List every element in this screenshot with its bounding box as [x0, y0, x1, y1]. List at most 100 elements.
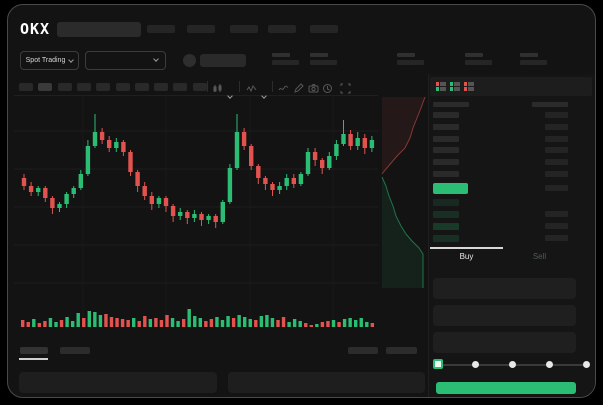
timeframe-button-10[interactable] [192, 83, 207, 91]
bid-amount-bar [545, 235, 568, 241]
candle-body [170, 206, 176, 216]
bid-price-bar [433, 235, 459, 242]
candle-body [28, 186, 34, 192]
candle-body [50, 198, 55, 208]
active-tab-indicator [430, 247, 503, 249]
timeframe-button-7[interactable] [134, 83, 149, 91]
ask-price-bar [433, 112, 459, 118]
market-type-dropdown[interactable]: Spot Trading [20, 51, 79, 70]
candle-body [121, 142, 126, 152]
pair-selector-dropdown[interactable] [85, 51, 166, 70]
volume-bar [120, 319, 125, 327]
slider-handle[interactable] [433, 359, 443, 369]
camera-icon[interactable] [308, 81, 320, 93]
chevron-down-icon [153, 56, 159, 62]
volume-bar [331, 320, 336, 327]
buy-button[interactable] [436, 382, 576, 394]
stat-3-label [397, 53, 415, 57]
timeframe-button-2[interactable] [38, 83, 53, 91]
bottom-panel-right[interactable] [228, 372, 425, 393]
stat-2-label [310, 53, 328, 57]
candle-body [99, 132, 105, 140]
timeframe-button-9[interactable] [173, 83, 188, 91]
candle-body [43, 188, 48, 198]
tab-buy[interactable]: Buy [459, 252, 474, 261]
amount-input[interactable] [433, 305, 576, 326]
clock-icon[interactable] [322, 81, 334, 93]
volume-bar [165, 315, 169, 327]
timeframe-button-5[interactable] [96, 83, 111, 91]
fullscreen-icon[interactable] [340, 81, 352, 94]
orderbook-combined-icon[interactable] [436, 81, 447, 92]
ask-amount-bar [545, 171, 568, 177]
timeframe-button-6[interactable] [115, 83, 130, 91]
timeframe-button-4[interactable] [76, 83, 91, 91]
volume-bar [254, 320, 258, 327]
volume-bar [259, 316, 264, 327]
total-input[interactable] [433, 332, 576, 353]
volume-bar [287, 322, 291, 327]
orderbook-asks-icon[interactable] [464, 81, 475, 92]
volume-bar [365, 322, 369, 327]
bottom-tab-1[interactable] [20, 347, 48, 354]
candle-body [156, 198, 162, 204]
nav-item-4[interactable] [268, 25, 296, 33]
tab-sell[interactable]: Sell [532, 252, 547, 261]
depth-chart[interactable] [378, 96, 430, 292]
stat-2-value [310, 60, 337, 65]
app-window: OKX Spot Trading [7, 4, 596, 398]
pencil-icon[interactable] [293, 81, 305, 93]
bottom-active-tab-indicator [19, 358, 48, 360]
orderbook-amount-header [532, 102, 568, 107]
candle-body [114, 142, 119, 148]
slider-step-dot[interactable] [582, 361, 590, 368]
coin-avatar [183, 54, 196, 67]
volume-bar [326, 321, 330, 327]
price-input[interactable] [433, 278, 576, 299]
pair-action-button[interactable] [200, 54, 246, 67]
volume-bar [270, 318, 275, 327]
timeframe-button-1[interactable] [19, 83, 33, 91]
timeframe-button-8[interactable] [154, 83, 169, 91]
candle-body [199, 214, 204, 220]
orderbook-bids-icon[interactable] [450, 81, 461, 92]
volume-bar [170, 318, 175, 327]
nav-item-3[interactable] [230, 25, 258, 33]
nav-item-5[interactable] [310, 25, 338, 33]
last-price-bar[interactable] [433, 183, 468, 194]
volume-bar [276, 320, 280, 327]
ask-price-bar [433, 123, 459, 130]
bottom-tab-2[interactable] [60, 347, 90, 354]
stat-1-label [272, 53, 290, 57]
candle-body [298, 174, 304, 184]
nav-item-2[interactable] [187, 25, 215, 33]
volume-bar [21, 320, 25, 327]
volume-bar [231, 318, 236, 327]
volume-bar [154, 318, 158, 327]
volume-bar [265, 315, 269, 327]
volume-bar [198, 318, 202, 327]
volume-bar [70, 321, 75, 327]
nav-item-1[interactable] [147, 25, 175, 33]
volume-bar [370, 323, 375, 327]
okx-logo[interactable]: OKX [20, 20, 51, 38]
slider-step-dot[interactable] [471, 361, 479, 368]
candle-body [312, 152, 318, 160]
candle-body [327, 156, 332, 168]
candle-body [163, 198, 169, 206]
volume-bar [43, 321, 47, 327]
bottom-panel-left[interactable] [19, 372, 217, 393]
line-draw-icon[interactable] [278, 81, 290, 92]
candle-body [85, 146, 91, 174]
slider-step-dot[interactable] [545, 361, 553, 368]
bottom-tab-3[interactable] [348, 347, 378, 354]
slider-step-dot[interactable] [508, 361, 516, 368]
volume-bar [187, 309, 191, 327]
candlestick-chart[interactable] [14, 96, 378, 340]
candle-body [234, 132, 240, 168]
timeframe-button-3[interactable] [57, 83, 72, 91]
indicators-icon[interactable] [246, 81, 258, 93]
search-input[interactable] [57, 22, 141, 37]
candlestick-type-icon[interactable] [212, 81, 224, 92]
bottom-tab-4[interactable] [386, 347, 417, 354]
